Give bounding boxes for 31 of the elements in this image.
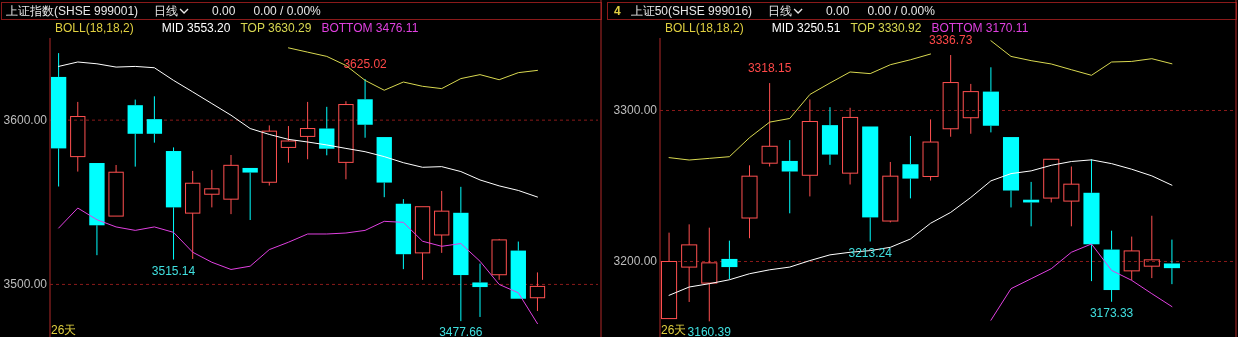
- series-label: TOP 3330.92: [850, 21, 922, 35]
- annotation: 3336.73: [928, 33, 973, 48]
- annotation: 26天: [661, 323, 687, 337]
- text: 日线: [768, 4, 793, 18]
- annotation: 3213.24: [848, 245, 893, 260]
- chart-subtitle: 4: [614, 4, 621, 18]
- chart-title: 上证50(SHSE 999016): [630, 4, 753, 18]
- annotation: 3173.33: [1089, 305, 1134, 320]
- annotation: 3160.39: [687, 325, 732, 337]
- y-tick-label: 3200.00: [613, 254, 658, 269]
- y-tick-label: 3500.00: [3, 277, 48, 292]
- text: MID 3553.20: [161, 21, 231, 35]
- text: MID 3250.51: [771, 21, 841, 35]
- annotation: 26天: [51, 323, 77, 337]
- annotation: 3318.15: [747, 61, 792, 76]
- text: 日线: [154, 4, 179, 18]
- annotation: 3515.14: [151, 263, 196, 278]
- legend-title: BOLL(18,18,2): [665, 21, 744, 35]
- text: BOTTOM 3170.11: [931, 21, 1029, 35]
- text: 0.00 / 0.00%: [867, 4, 936, 18]
- annotation: 3625.02: [343, 57, 388, 72]
- text: 0.00: [826, 4, 850, 18]
- chart-title: 上证指数(SHSE 999001): [6, 4, 139, 18]
- legend-title: BOLL(18,18,2): [55, 21, 134, 35]
- text: 0.00: [212, 4, 236, 18]
- text: 0.00 / 0.00%: [253, 4, 322, 18]
- y-tick-label: 3600.00: [3, 113, 48, 128]
- annotation: 3477.66: [439, 325, 483, 337]
- y-tick-label: 3300.00: [613, 103, 658, 118]
- series-label: TOP 3630.29: [240, 21, 312, 35]
- text: BOTTOM 3476.11: [321, 21, 419, 35]
